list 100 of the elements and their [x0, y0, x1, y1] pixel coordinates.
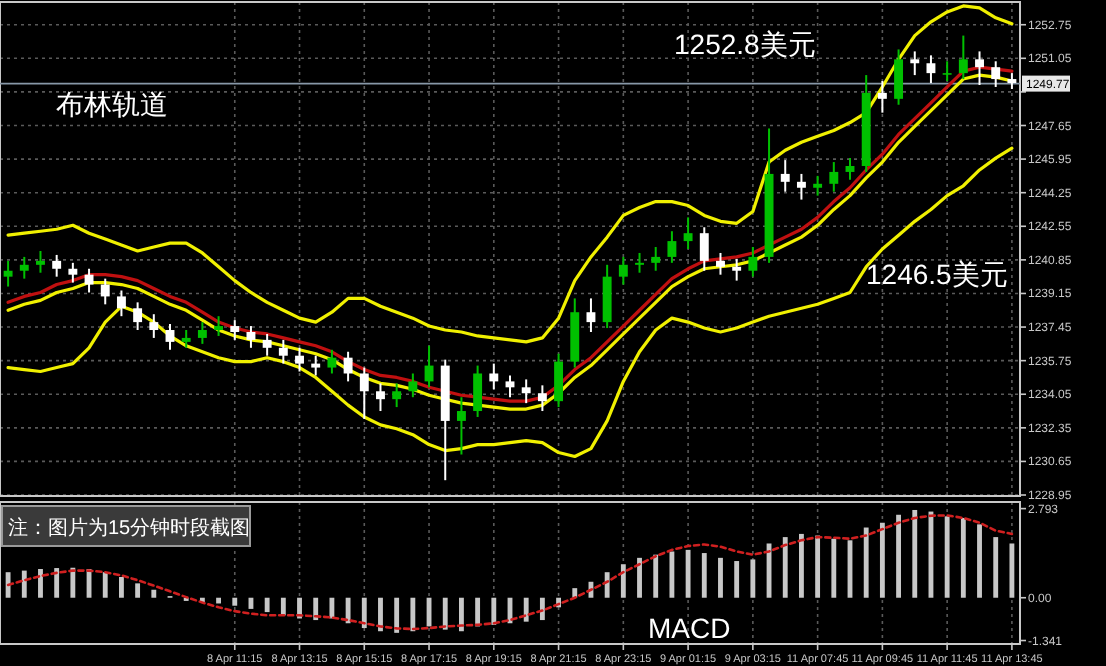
- candlestick: [586, 297, 596, 333]
- candlestick: [748, 246, 758, 278]
- candlestick: [991, 60, 1001, 88]
- candlestick: [68, 261, 78, 284]
- bar: [620, 564, 626, 598]
- annotation: MACD: [648, 612, 731, 644]
- candlestick: [683, 216, 693, 250]
- bar: [70, 567, 76, 598]
- candlestick: [732, 257, 742, 282]
- candlestick: [473, 364, 483, 418]
- bar: [135, 583, 141, 598]
- candlestick: [230, 319, 240, 341]
- bar: [21, 570, 27, 598]
- candlestick: [3, 259, 13, 288]
- annotation: 1246.5美元: [866, 258, 1008, 290]
- bar: [151, 589, 157, 598]
- bar: [653, 554, 659, 598]
- bar: [896, 514, 901, 598]
- bar: [669, 551, 675, 598]
- candlestick: [975, 50, 984, 86]
- line-series: [6, 146, 1014, 459]
- candlestick: [635, 251, 644, 274]
- candlestick: [537, 384, 547, 413]
- candlestick: [84, 267, 94, 294]
- candlestick: [942, 60, 952, 83]
- candlestick: [845, 157, 855, 181]
- candlestick: [376, 382, 385, 413]
- bar: [718, 557, 723, 598]
- candlestick: [359, 366, 369, 420]
- bar: [54, 568, 60, 598]
- bar: [799, 533, 804, 598]
- candlestick: [716, 251, 725, 276]
- candlestick: [52, 253, 62, 278]
- bar: [523, 597, 529, 622]
- bar: [734, 561, 740, 598]
- candlestick: [311, 354, 321, 377]
- annotation: 布林轨道: [56, 88, 168, 120]
- bar: [815, 535, 821, 598]
- candlestick: [667, 230, 677, 264]
- candlestick: [165, 323, 175, 351]
- candlestick: [100, 277, 110, 306]
- bar: [701, 553, 707, 598]
- candlestick: [408, 372, 418, 399]
- candlestick: [554, 352, 564, 409]
- line-series: [6, 4, 1014, 344]
- candlestick: [392, 382, 402, 409]
- bar: [329, 597, 335, 619]
- candlestick: [116, 289, 126, 318]
- candlestick: [780, 159, 790, 193]
- candlestick: [246, 325, 256, 349]
- bar: [280, 597, 286, 616]
- candlestick: [651, 246, 661, 272]
- candlestick: [829, 161, 839, 193]
- candlestick: [19, 255, 29, 280]
- bar: [313, 597, 319, 621]
- candlestick: [602, 263, 612, 330]
- candlestick: [343, 350, 353, 383]
- bar: [264, 597, 270, 613]
- bar: [750, 559, 756, 598]
- candlestick: [278, 338, 288, 365]
- bar: [993, 537, 999, 598]
- bar: [491, 597, 497, 625]
- bar: [831, 538, 837, 598]
- candlestick: [813, 174, 823, 197]
- candlestick: [214, 315, 224, 337]
- bar: [475, 597, 481, 627]
- candlestick: [926, 54, 936, 85]
- bar: [977, 524, 982, 598]
- bar: [232, 597, 238, 606]
- candlestick: [894, 48, 904, 106]
- annotation: 1252.8美元: [674, 28, 816, 60]
- bar: [685, 549, 691, 598]
- candlestick: [149, 313, 159, 339]
- annotation: 注：图片为15分钟时段截图: [8, 516, 251, 540]
- bar: [1009, 543, 1015, 598]
- candlestick: [36, 249, 45, 274]
- bar: [5, 572, 11, 598]
- bar: [102, 572, 108, 598]
- candlestick: [618, 255, 628, 286]
- candlestick: [505, 374, 515, 399]
- bar: [345, 597, 351, 624]
- bar: [539, 597, 545, 621]
- candlestick: [796, 172, 806, 201]
- bar: [960, 517, 966, 598]
- bar: [38, 569, 43, 598]
- bar: [394, 597, 400, 633]
- candlestick: [489, 362, 499, 391]
- bar: [944, 516, 950, 598]
- bar: [378, 597, 383, 632]
- bar: [879, 522, 885, 598]
- bar: [863, 527, 869, 598]
- candlestick: [877, 80, 887, 114]
- candlestick: [133, 301, 143, 332]
- bar: [637, 557, 642, 598]
- candlestick: [456, 396, 466, 456]
- candlestick: [327, 348, 337, 375]
- bar: [912, 509, 918, 598]
- candlestick: [910, 50, 920, 77]
- bar: [604, 572, 610, 598]
- bar: [782, 537, 788, 598]
